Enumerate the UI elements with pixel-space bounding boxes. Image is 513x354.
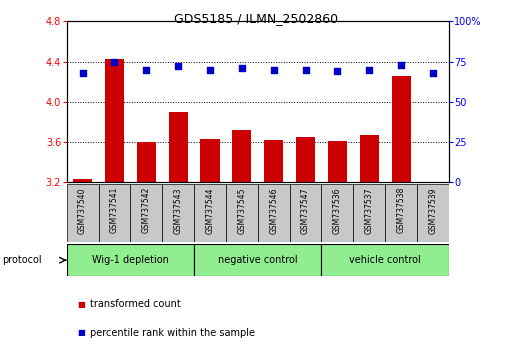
Point [78, 70, 87, 76]
Point [110, 59, 119, 64]
Bar [232, 130, 251, 182]
Bar [353, 184, 385, 242]
Bar [417, 184, 449, 242]
Bar [360, 135, 379, 182]
Bar [194, 184, 226, 242]
Bar [385, 184, 417, 242]
Point [397, 62, 405, 68]
Bar [322, 184, 353, 242]
Bar [169, 112, 188, 182]
Bar [258, 184, 290, 242]
Point [333, 68, 342, 74]
Text: GSM737540: GSM737540 [78, 187, 87, 234]
Bar [73, 179, 92, 182]
Text: GSM737537: GSM737537 [365, 187, 374, 234]
Text: negative control: negative control [218, 255, 298, 265]
Text: GSM737543: GSM737543 [174, 187, 183, 234]
Bar [130, 184, 162, 242]
Point [270, 67, 278, 73]
Text: transformed count: transformed count [90, 299, 181, 309]
Bar [137, 142, 156, 182]
Bar [391, 76, 410, 182]
Point [302, 67, 310, 73]
Text: GSM737545: GSM737545 [238, 187, 246, 234]
Bar [296, 137, 315, 182]
Text: ■: ■ [77, 300, 85, 309]
Bar [162, 184, 194, 242]
Point [238, 65, 246, 71]
Bar [67, 244, 194, 276]
Bar [67, 184, 98, 242]
Bar [201, 139, 220, 182]
Text: GSM737542: GSM737542 [142, 187, 151, 233]
Text: percentile rank within the sample: percentile rank within the sample [90, 328, 255, 338]
Point [429, 70, 437, 76]
Text: GSM737546: GSM737546 [269, 187, 278, 234]
Bar [290, 184, 322, 242]
Text: GSM737538: GSM737538 [397, 187, 406, 233]
Text: protocol: protocol [3, 255, 42, 265]
Point [174, 63, 182, 69]
Bar [105, 59, 124, 182]
Text: Wig-1 depletion: Wig-1 depletion [92, 255, 169, 265]
Bar [322, 244, 449, 276]
Bar [226, 184, 258, 242]
Bar [194, 244, 322, 276]
Point [206, 67, 214, 73]
Text: vehicle control: vehicle control [349, 255, 421, 265]
Bar [264, 140, 283, 182]
Text: GSM737539: GSM737539 [428, 187, 438, 234]
Text: GDS5185 / ILMN_2502860: GDS5185 / ILMN_2502860 [174, 12, 339, 25]
Text: GSM737544: GSM737544 [206, 187, 214, 234]
Bar [328, 141, 347, 182]
Bar [98, 184, 130, 242]
Text: ■: ■ [77, 328, 85, 337]
Point [365, 67, 373, 73]
Text: GSM737547: GSM737547 [301, 187, 310, 234]
Text: GSM737541: GSM737541 [110, 187, 119, 233]
Point [142, 67, 150, 73]
Text: GSM737536: GSM737536 [333, 187, 342, 234]
